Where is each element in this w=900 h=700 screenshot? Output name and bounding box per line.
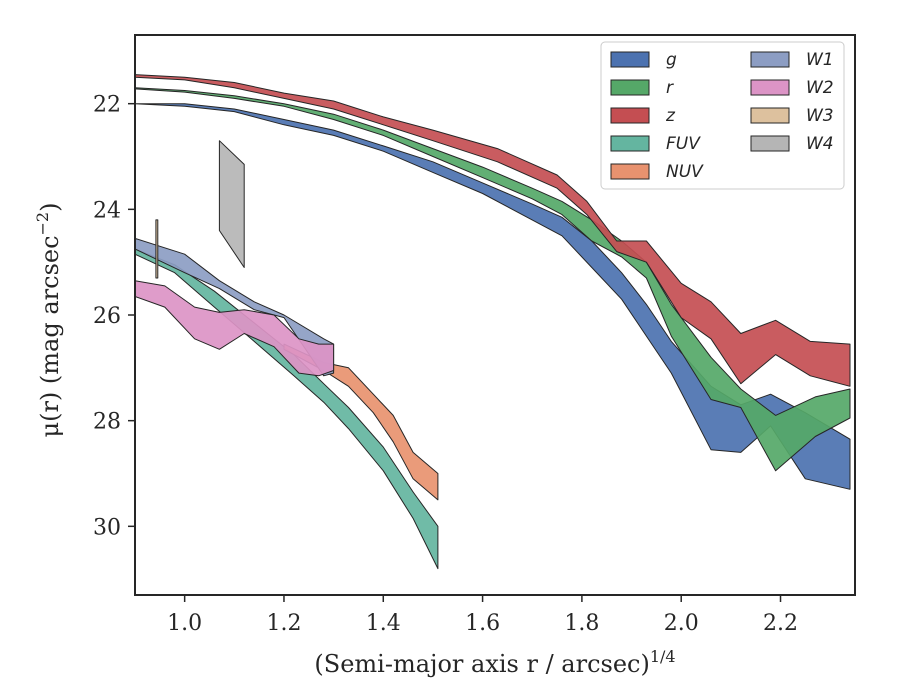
y-tick-label: 26 — [93, 304, 121, 329]
legend-swatch-fuv — [610, 135, 650, 152]
legend-label-r: r — [666, 78, 674, 98]
band-r — [135, 87, 851, 472]
legend-swatch-g — [610, 51, 650, 68]
legend-swatch-w1 — [750, 51, 790, 68]
band-w3 — [155, 219, 159, 279]
band-w1 — [135, 237, 335, 377]
legend-label-w4: W4 — [806, 134, 834, 154]
x-axis-label: (Semi-major axis r / arcsec)1/4 — [314, 647, 675, 678]
y-tick-label: 24 — [93, 198, 121, 223]
legend-swatch-w3 — [750, 107, 790, 124]
y-axis-label: μ(r) (mag arcsec−2) — [33, 203, 64, 438]
legend-swatch-r — [610, 79, 650, 96]
band-w2 — [135, 280, 335, 377]
x-tick-label: 1.0 — [167, 611, 202, 636]
y-tick-label: 30 — [93, 515, 121, 540]
legend-box — [600, 41, 845, 190]
legend-swatch-w4 — [750, 135, 790, 152]
axis-ticks: 1.0 1.2 1.4 1.6 1.8 2.0 2.2 22 24 26 28 30 — [93, 93, 798, 636]
x-tick-label: 2.2 — [763, 611, 798, 636]
legend-label-z: z — [665, 106, 676, 126]
band-nuv — [283, 343, 439, 501]
legend-label-nuv: NUV — [666, 162, 704, 182]
legend-label-w3: W3 — [806, 106, 834, 126]
legend-swatch-w2 — [750, 79, 790, 96]
x-tick-label: 1.4 — [366, 611, 401, 636]
band-z — [135, 74, 851, 387]
legend-label-g: g — [666, 50, 677, 70]
band-w4 — [218, 140, 245, 268]
band-g — [135, 103, 851, 490]
plot-frame — [134, 34, 856, 596]
legend-label-w1: W1 — [806, 50, 834, 70]
legend-label-w2: W2 — [806, 78, 834, 98]
plot-area — [135, 74, 851, 570]
y-tick-label: 22 — [93, 93, 121, 118]
legend-swatch-nuv — [610, 163, 650, 180]
x-tick-label: 1.8 — [564, 611, 599, 636]
legend: grz FUV NUV W1 W2 W3 W4 — [600, 41, 845, 190]
x-tick-label: 1.2 — [266, 611, 301, 636]
legend-swatch-z — [610, 107, 650, 124]
y-tick-label: 28 — [93, 410, 121, 435]
x-tick-label: 1.6 — [465, 611, 500, 636]
x-tick-label: 2.0 — [664, 611, 699, 636]
legend-label-fuv: FUV — [666, 134, 701, 154]
